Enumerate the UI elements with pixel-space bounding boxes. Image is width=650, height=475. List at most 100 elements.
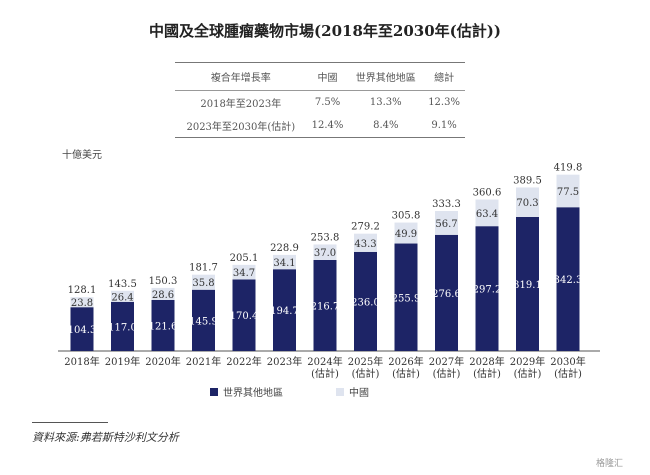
bar-rest-of-world (273, 269, 296, 351)
data-label-total: 143.5 (108, 279, 137, 290)
y-axis-unit: 十億美元 (62, 150, 102, 161)
data-label-china: 70.3 (516, 198, 538, 209)
data-label-rest-of-world: 145.9 (189, 316, 218, 327)
data-label-rest-of-world: 194.7 (270, 306, 299, 317)
data-label-china: 77.5 (557, 187, 579, 198)
bar-china (192, 274, 215, 290)
cell: 12.3% (428, 97, 460, 108)
data-label-china: 56.7 (435, 219, 457, 230)
bar-rest-of-world (475, 226, 499, 351)
data-label-rest-of-world: 117.0 (108, 322, 137, 333)
bar-china (394, 222, 418, 244)
bar-rest-of-world (435, 234, 458, 351)
data-label-china: 35.8 (192, 278, 214, 289)
x-tick-label: 2023年 (267, 355, 302, 368)
watermark: 格隆汇 (596, 459, 624, 469)
data-label-rest-of-world: 216.7 (311, 301, 340, 312)
bar-rest-of-world (394, 243, 418, 351)
data-label-china: 34.7 (233, 268, 255, 279)
data-label-total: 205.1 (230, 253, 259, 264)
data-label-rest-of-world: 121.6 (149, 321, 178, 332)
data-label-rest-of-world: 255.9 (392, 293, 421, 304)
bar-china (151, 287, 175, 300)
cell: 9.1% (423, 114, 465, 138)
data-label-china: 26.4 (111, 292, 133, 303)
x-tick-label: 2030年 (550, 355, 585, 368)
cagr-table: 複合年增長率 中國 世界其他地區 總計 2018年至2023年 7.5% 13.… (175, 62, 465, 138)
x-tick-label: 2025年 (348, 355, 383, 368)
x-tick-label: 2029年 (510, 355, 545, 368)
legend-item-rest-of-world: 世界其他地區 (210, 384, 283, 399)
data-label-rest-of-world: 276.6 (432, 289, 461, 300)
data-label-total: 333.3 (432, 199, 461, 210)
bar-china (435, 211, 458, 235)
legend-item-china: 中國 (336, 384, 369, 399)
legend-label: 世界其他地區 (223, 388, 283, 399)
x-tick-label: (估計) (433, 367, 461, 380)
x-tick-label: 2026年 (388, 355, 423, 368)
x-tick-label: (估計) (352, 367, 380, 380)
header-china: 中國 (306, 62, 349, 91)
source-divider (32, 422, 108, 423)
x-tick-label: (估計) (392, 367, 420, 380)
x-tick-label: (估計) (473, 367, 501, 380)
bar-china (313, 244, 337, 260)
bar-china (475, 199, 499, 227)
source-note: 資料來源:弗若斯特沙利文分析 (32, 431, 179, 444)
cell: 2018年至2023年 (200, 99, 282, 110)
data-label-china: 23.8 (71, 298, 93, 309)
data-label-total: 150.3 (149, 276, 178, 287)
legend-label: 中國 (349, 388, 369, 399)
bar-rest-of-world (192, 289, 215, 351)
data-label-total: 253.8 (311, 232, 340, 243)
data-label-rest-of-world: 170.4 (230, 311, 259, 322)
x-tick-label: 2018年 (64, 355, 99, 368)
data-label-china: 43.3 (354, 239, 376, 250)
x-tick-label: 2020年 (145, 355, 180, 368)
table-row: 2018年至2023年 7.5% 13.3% 12.3% (175, 91, 465, 115)
x-tick-label: 2028年 (469, 355, 504, 368)
header-total: 總計 (423, 62, 465, 91)
bar-rest-of-world (232, 279, 256, 351)
data-label-china: 34.1 (273, 258, 295, 269)
data-label-china: 28.6 (152, 290, 174, 301)
data-label-total: 128.1 (68, 285, 97, 296)
data-label-china: 63.4 (476, 209, 498, 220)
cell: 2023年至2030年(估計) (175, 114, 307, 138)
data-label-total: 228.9 (270, 243, 299, 254)
cell: 8.4% (348, 114, 424, 138)
bar-china (516, 187, 539, 217)
bar-rest-of-world (516, 216, 539, 351)
x-tick-label: (估計) (311, 367, 339, 380)
x-tick-label: 2019年 (105, 355, 140, 368)
data-label-total: 305.8 (392, 211, 421, 222)
header-rest-of-world: 世界其他地區 (348, 62, 424, 91)
bar-rest-of-world (354, 251, 377, 351)
bar-rest-of-world (111, 301, 134, 351)
data-label-rest-of-world: 342.3 (554, 275, 583, 286)
bar-rest-of-world (70, 307, 94, 351)
data-label-china: 49.9 (395, 229, 417, 240)
bar-china (556, 174, 580, 208)
cell: 13.3% (369, 97, 402, 108)
x-tick-label: 2027年 (429, 355, 464, 368)
x-tick-label: 2022年 (226, 355, 261, 368)
cell: 12.4% (306, 114, 349, 138)
bar-rest-of-world (313, 259, 337, 351)
x-tick-label: (估計) (554, 367, 582, 380)
data-label-total: 389.5 (513, 175, 542, 186)
data-label-total: 419.8 (554, 163, 583, 174)
data-label-rest-of-world: 319.1 (513, 280, 542, 291)
bar-china (354, 233, 377, 252)
data-label-rest-of-world: 236.0 (351, 297, 380, 308)
bar-rest-of-world (556, 207, 580, 351)
data-label-china: 37.0 (314, 248, 336, 259)
data-label-rest-of-world: 297.2 (473, 285, 502, 296)
data-label-rest-of-world: 104.3 (68, 325, 97, 336)
bar-china (273, 254, 296, 270)
bar-china (232, 264, 256, 280)
x-tick-label: 2021年 (186, 355, 221, 368)
bar-china (111, 290, 134, 302)
x-tick-label: 2024年 (307, 355, 342, 368)
